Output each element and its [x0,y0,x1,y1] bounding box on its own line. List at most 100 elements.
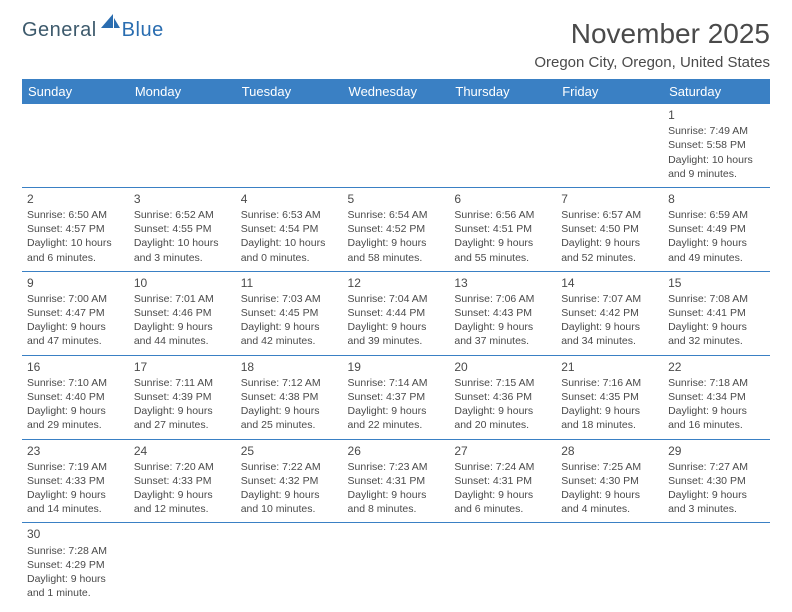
daylight-line: Daylight: 9 hours and 29 minutes. [27,404,124,432]
sunrise-line: Sunrise: 7:01 AM [134,292,231,306]
empty-cell [236,104,343,187]
sunset-line: Sunset: 4:44 PM [348,306,445,320]
day-number: 9 [27,275,124,291]
sunset-line: Sunset: 4:30 PM [561,474,658,488]
daylight-line: Daylight: 9 hours and 10 minutes. [241,488,338,516]
empty-cell [22,104,129,187]
day-cell-1: 1Sunrise: 7:49 AMSunset: 5:58 PMDaylight… [663,104,770,187]
day-number: 1 [668,107,765,123]
daylight-line: Daylight: 10 hours and 9 minutes. [668,153,765,181]
day-cell-7: 7Sunrise: 6:57 AMSunset: 4:50 PMDaylight… [556,187,663,271]
weekday-header: Saturday [663,79,770,104]
day-number: 17 [134,359,231,375]
sunset-line: Sunset: 4:51 PM [454,222,551,236]
sunrise-line: Sunrise: 7:12 AM [241,376,338,390]
sunrise-line: Sunrise: 7:11 AM [134,376,231,390]
empty-cell [129,104,236,187]
logo: General Blue [22,18,164,42]
day-cell-28: 28Sunrise: 7:25 AMSunset: 4:30 PMDayligh… [556,439,663,523]
day-cell-23: 23Sunrise: 7:19 AMSunset: 4:33 PMDayligh… [22,439,129,523]
sunrise-line: Sunrise: 7:18 AM [668,376,765,390]
sunrise-line: Sunrise: 7:14 AM [348,376,445,390]
sunset-line: Sunset: 4:40 PM [27,390,124,404]
daylight-line: Daylight: 9 hours and 16 minutes. [668,404,765,432]
daylight-line: Daylight: 9 hours and 52 minutes. [561,236,658,264]
day-number: 22 [668,359,765,375]
daylight-line: Daylight: 9 hours and 18 minutes. [561,404,658,432]
daylight-line: Daylight: 9 hours and 22 minutes. [348,404,445,432]
sunrise-line: Sunrise: 7:08 AM [668,292,765,306]
header: General Blue November 2025 Oregon City, … [22,18,770,71]
daylight-line: Daylight: 9 hours and 20 minutes. [454,404,551,432]
weekday-header: Monday [129,79,236,104]
day-cell-9: 9Sunrise: 7:00 AMSunset: 4:47 PMDaylight… [22,271,129,355]
daylight-line: Daylight: 9 hours and 14 minutes. [27,488,124,516]
daylight-line: Daylight: 9 hours and 55 minutes. [454,236,551,264]
day-number: 26 [348,443,445,459]
logo-text-general: General [22,19,97,42]
sunset-line: Sunset: 4:54 PM [241,222,338,236]
daylight-line: Daylight: 9 hours and 3 minutes. [668,488,765,516]
calendar-table: SundayMondayTuesdayWednesdayThursdayFrid… [22,79,770,606]
day-number: 21 [561,359,658,375]
empty-cell [129,523,236,606]
day-cell-21: 21Sunrise: 7:16 AMSunset: 4:35 PMDayligh… [556,355,663,439]
sunrise-line: Sunrise: 7:10 AM [27,376,124,390]
day-cell-16: 16Sunrise: 7:10 AMSunset: 4:40 PMDayligh… [22,355,129,439]
sunset-line: Sunset: 4:45 PM [241,306,338,320]
sunset-line: Sunset: 4:39 PM [134,390,231,404]
weekday-header: Friday [556,79,663,104]
day-cell-14: 14Sunrise: 7:07 AMSunset: 4:42 PMDayligh… [556,271,663,355]
day-cell-8: 8Sunrise: 6:59 AMSunset: 4:49 PMDaylight… [663,187,770,271]
day-cell-5: 5Sunrise: 6:54 AMSunset: 4:52 PMDaylight… [343,187,450,271]
sunrise-line: Sunrise: 7:20 AM [134,460,231,474]
location: Oregon City, Oregon, United States [534,54,770,71]
daylight-line: Daylight: 9 hours and 39 minutes. [348,320,445,348]
day-number: 24 [134,443,231,459]
calendar-body: 1Sunrise: 7:49 AMSunset: 5:58 PMDaylight… [22,104,770,606]
daylight-line: Daylight: 9 hours and 8 minutes. [348,488,445,516]
sunset-line: Sunset: 4:31 PM [348,474,445,488]
day-cell-25: 25Sunrise: 7:22 AMSunset: 4:32 PMDayligh… [236,439,343,523]
empty-cell [449,523,556,606]
day-number: 13 [454,275,551,291]
sunrise-line: Sunrise: 6:53 AM [241,208,338,222]
daylight-line: Daylight: 9 hours and 1 minute. [27,572,124,600]
sunset-line: Sunset: 5:58 PM [668,138,765,152]
day-number: 25 [241,443,338,459]
weekday-header: Thursday [449,79,556,104]
day-cell-30: 30Sunrise: 7:28 AMSunset: 4:29 PMDayligh… [22,523,129,606]
day-number: 27 [454,443,551,459]
day-number: 14 [561,275,658,291]
daylight-line: Daylight: 9 hours and 6 minutes. [454,488,551,516]
sunset-line: Sunset: 4:49 PM [668,222,765,236]
daylight-line: Daylight: 9 hours and 25 minutes. [241,404,338,432]
daylight-line: Daylight: 9 hours and 58 minutes. [348,236,445,264]
sunrise-line: Sunrise: 6:52 AM [134,208,231,222]
sunrise-line: Sunrise: 7:04 AM [348,292,445,306]
day-cell-22: 22Sunrise: 7:18 AMSunset: 4:34 PMDayligh… [663,355,770,439]
sunrise-line: Sunrise: 7:49 AM [668,124,765,138]
day-number: 16 [27,359,124,375]
sunset-line: Sunset: 4:29 PM [27,558,124,572]
sunset-line: Sunset: 4:37 PM [348,390,445,404]
day-cell-3: 3Sunrise: 6:52 AMSunset: 4:55 PMDaylight… [129,187,236,271]
title-block: November 2025 Oregon City, Oregon, Unite… [534,18,770,71]
day-number: 20 [454,359,551,375]
day-cell-20: 20Sunrise: 7:15 AMSunset: 4:36 PMDayligh… [449,355,556,439]
day-number: 19 [348,359,445,375]
day-cell-13: 13Sunrise: 7:06 AMSunset: 4:43 PMDayligh… [449,271,556,355]
weekday-header: Wednesday [343,79,450,104]
day-cell-6: 6Sunrise: 6:56 AMSunset: 4:51 PMDaylight… [449,187,556,271]
day-cell-18: 18Sunrise: 7:12 AMSunset: 4:38 PMDayligh… [236,355,343,439]
sunrise-line: Sunrise: 7:07 AM [561,292,658,306]
empty-cell [236,523,343,606]
day-number: 11 [241,275,338,291]
day-number: 18 [241,359,338,375]
day-number: 2 [27,191,124,207]
sunset-line: Sunset: 4:47 PM [27,306,124,320]
daylight-line: Daylight: 9 hours and 27 minutes. [134,404,231,432]
sunset-line: Sunset: 4:41 PM [668,306,765,320]
sunrise-line: Sunrise: 7:24 AM [454,460,551,474]
calendar-row: 30Sunrise: 7:28 AMSunset: 4:29 PMDayligh… [22,523,770,606]
